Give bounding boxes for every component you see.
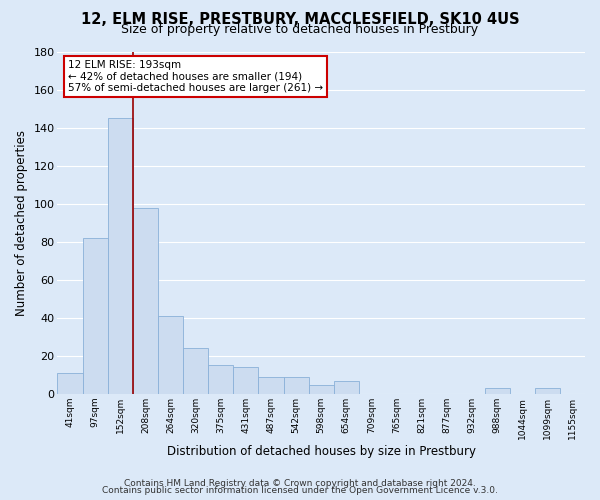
Bar [334,380,359,394]
Bar [108,118,133,394]
Text: Contains public sector information licensed under the Open Government Licence v.: Contains public sector information licen… [102,486,498,495]
Bar [58,373,83,394]
Bar [535,388,560,394]
Bar [259,377,284,394]
Text: 12 ELM RISE: 193sqm
← 42% of detached houses are smaller (194)
57% of semi-detac: 12 ELM RISE: 193sqm ← 42% of detached ho… [68,60,323,94]
Y-axis label: Number of detached properties: Number of detached properties [15,130,28,316]
Text: Size of property relative to detached houses in Prestbury: Size of property relative to detached ho… [121,22,479,36]
Bar [133,208,158,394]
Text: Contains HM Land Registry data © Crown copyright and database right 2024.: Contains HM Land Registry data © Crown c… [124,478,476,488]
Bar [308,384,334,394]
Bar [183,348,208,394]
Bar [233,368,259,394]
Bar [485,388,509,394]
Bar [158,316,183,394]
X-axis label: Distribution of detached houses by size in Prestbury: Distribution of detached houses by size … [167,444,476,458]
Bar [208,366,233,394]
Bar [83,238,108,394]
Bar [284,377,308,394]
Text: 12, ELM RISE, PRESTBURY, MACCLESFIELD, SK10 4US: 12, ELM RISE, PRESTBURY, MACCLESFIELD, S… [80,12,520,28]
